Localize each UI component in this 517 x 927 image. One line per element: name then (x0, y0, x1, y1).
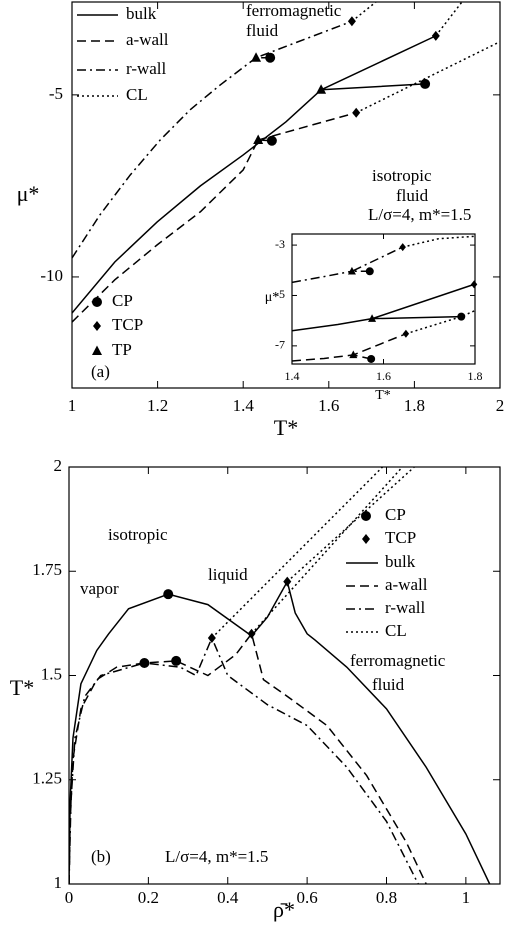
y-tick-label: -3 (275, 237, 285, 251)
marker (402, 329, 410, 338)
marker (207, 632, 216, 643)
annotation: L/σ=4, m*=1.5 (165, 847, 268, 866)
legend-label: TP (112, 340, 132, 359)
x-tick-label: 1.8 (468, 369, 483, 383)
x-tick-label: 1.4 (233, 396, 255, 415)
marker (283, 576, 292, 587)
legend-swatch (362, 534, 370, 544)
series-line (351, 2, 500, 114)
marker (251, 52, 262, 62)
marker (171, 655, 182, 666)
legend-swatch (93, 321, 101, 331)
marker (368, 314, 377, 322)
plot-area (69, 467, 500, 884)
annotation: (b) (91, 847, 111, 866)
legend-label: bulk (126, 4, 157, 23)
legend-label: TCP (112, 315, 143, 334)
legend-label: a-wall (126, 30, 169, 49)
annotation: vapor (80, 579, 119, 598)
annotation: fluid (372, 675, 405, 694)
marker (316, 84, 327, 94)
y-tick-label: 1.25 (32, 769, 62, 788)
x-axis-title: T* (274, 415, 298, 440)
marker (347, 16, 356, 27)
marker (457, 312, 466, 321)
marker (247, 628, 256, 639)
x-tick-label: 0.2 (138, 888, 159, 907)
x-tick-label: 0.8 (376, 888, 397, 907)
marker (431, 30, 440, 41)
legend-label: CL (385, 621, 407, 640)
legend-swatch (92, 297, 102, 307)
annotation: ferromagnetic (246, 1, 342, 20)
annotation: fluid (396, 186, 429, 205)
x-tick-label: 1.8 (404, 396, 425, 415)
series-line (211, 467, 415, 639)
annotation: L/σ=4, m*=1.5 (368, 205, 471, 224)
plot-content (69, 467, 491, 884)
legend-swatch (92, 345, 102, 355)
annotation: fluid (246, 21, 279, 40)
legend-swatch (361, 511, 371, 521)
marker (139, 657, 150, 668)
legend-label: bulk (385, 552, 416, 571)
legend-label: a-wall (385, 575, 428, 594)
marker (266, 135, 277, 146)
marker (265, 52, 276, 63)
legend-label: TCP (385, 528, 416, 547)
legend-label: CP (112, 291, 133, 310)
marker (399, 243, 406, 252)
series-line (69, 636, 419, 884)
legend-label: CL (126, 85, 148, 104)
legend-label: r-wall (126, 59, 167, 78)
x-tick-label: 1 (68, 396, 77, 415)
y-axis-title: T* (10, 675, 34, 700)
annotation: isotropic (372, 166, 432, 185)
x-tick-label: 1.2 (147, 396, 168, 415)
legend-label: r-wall (385, 598, 426, 617)
marker (163, 589, 174, 600)
annotation: liquid (208, 565, 248, 584)
x-tick-label: 1.6 (318, 396, 339, 415)
x-tick-label: 1.6 (376, 369, 391, 383)
plot-frame (71, 1, 501, 389)
x-axis-title: T* (375, 388, 391, 403)
y-axis-title: μ* (17, 181, 40, 206)
y-tick-label: -5 (275, 287, 285, 301)
x-tick-label: 2 (496, 396, 505, 415)
y-tick-label: -5 (49, 84, 63, 103)
y-tick-label: 1 (54, 873, 63, 892)
x-tick-label: 1.4 (285, 369, 300, 383)
marker (349, 350, 358, 359)
x-tick-label: 0.6 (296, 888, 317, 907)
y-tick-label: 1.75 (32, 560, 62, 579)
y-tick-label: 1.5 (41, 664, 62, 683)
marker (253, 134, 264, 145)
x-tick-label: 1 (462, 888, 471, 907)
marker (365, 267, 374, 276)
marker (352, 107, 361, 118)
annotation: ferromagnetic (350, 651, 446, 670)
y-tick-label: -10 (40, 266, 63, 285)
y-axis-title: μ* (265, 290, 280, 305)
annotation: (a) (91, 362, 110, 381)
x-axis-title: ρ̄* (273, 897, 295, 922)
y-tick-label: 2 (54, 456, 63, 475)
annotation: isotropic (108, 525, 168, 544)
series-line (402, 235, 475, 335)
marker (420, 78, 431, 89)
series-line (69, 579, 491, 884)
x-tick-label: 0.4 (217, 888, 239, 907)
marker (367, 354, 376, 363)
marker (347, 266, 356, 275)
x-tick-label: 0 (65, 888, 74, 907)
marker (470, 280, 478, 289)
plot-area (292, 234, 475, 364)
legend-label: CP (385, 505, 406, 524)
y-tick-label: -7 (275, 338, 285, 352)
